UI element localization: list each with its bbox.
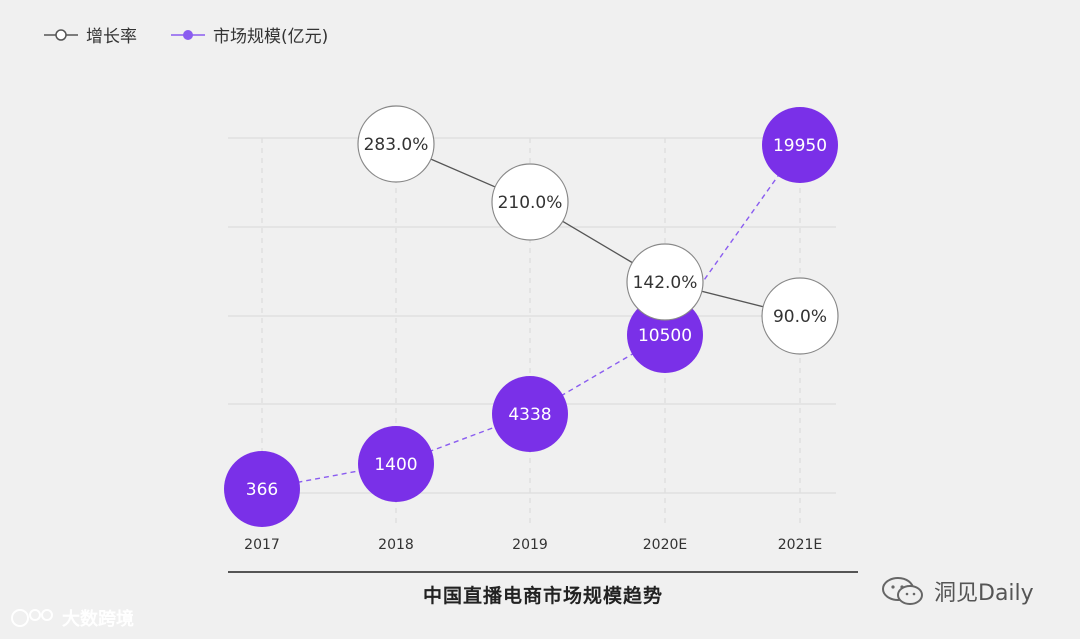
watermark-right: 洞见Daily xyxy=(880,575,1034,607)
growth-point xyxy=(626,243,704,321)
growth-series-line xyxy=(395,143,801,317)
market-point xyxy=(492,376,568,452)
growth-point xyxy=(761,277,839,355)
logo-icon xyxy=(11,609,53,627)
legend-item-market[interactable]: 市场规模(亿元) xyxy=(171,22,328,47)
market-data-label: 1400 xyxy=(374,455,417,475)
market-data-label: 4338 xyxy=(508,405,551,425)
market-point xyxy=(224,451,300,527)
chart-caption: 中国直播电商市场规模趋势 xyxy=(228,571,858,608)
x-tick-label: 2019 xyxy=(512,537,548,553)
market-point xyxy=(627,297,703,373)
market-point xyxy=(762,107,838,183)
growth-point xyxy=(491,163,569,241)
watermark-right-text: 洞见Daily xyxy=(934,581,1034,606)
watermark-left-text: 大数跨境 xyxy=(62,609,134,630)
growth-data-label: 90.0% xyxy=(773,307,827,327)
market-data-label: 366 xyxy=(246,480,278,500)
growth-data-label: 283.0% xyxy=(364,135,429,155)
watermark-left: 大数跨境 xyxy=(10,605,134,631)
legend-item-growth[interactable]: 增长率 xyxy=(44,22,137,47)
market-legend-icon xyxy=(171,29,205,40)
x-tick-label: 2020E xyxy=(643,537,687,553)
x-tick-label: 2021E xyxy=(778,537,822,553)
market-data-label: 19950 xyxy=(773,136,827,156)
legend: 增长率 市场规模(亿元) xyxy=(44,22,328,47)
market-point xyxy=(358,426,434,502)
x-tick-label: 2018 xyxy=(378,537,414,553)
legend-market-label: 市场规模(亿元) xyxy=(213,27,329,47)
market-data-label: 10500 xyxy=(638,326,692,346)
legend-growth-label: 增长率 xyxy=(86,27,137,47)
wechat-icon xyxy=(882,577,923,605)
growth-legend-icon xyxy=(44,28,78,41)
growth-data-label: 142.0% xyxy=(633,273,698,293)
x-tick-label: 2017 xyxy=(244,537,280,553)
growth-point xyxy=(357,105,435,183)
growth-data-label: 210.0% xyxy=(498,193,563,213)
